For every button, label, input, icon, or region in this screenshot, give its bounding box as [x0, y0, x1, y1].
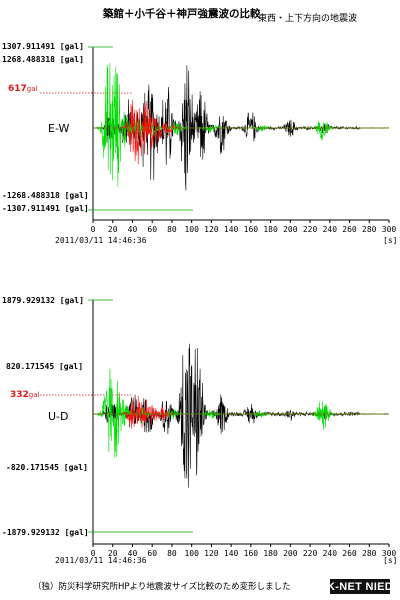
ud-x-tick-label: 100 [184, 549, 199, 558]
ud-ylabel-min: -1879.929132 [gal] [2, 528, 89, 537]
ew-xunit: [s] [383, 236, 398, 245]
ud-start-time: 2011/03/11 14:46:36 [55, 556, 147, 565]
ud-x-tick-label: 140 [224, 549, 239, 558]
ud-x-tick-label: 180 [263, 549, 278, 558]
ew-ylabel-lower: -1268.488318 [gal] [2, 191, 89, 200]
ud-x-tick-label: 60 [147, 549, 157, 558]
ew-x-tick-label: 0 [91, 225, 96, 234]
ud-ylabel-upper: 820.171545 [gal] [6, 362, 84, 371]
ew-x-tick-label: 220 [303, 225, 318, 234]
chart-subtitle: 東西・上下方向の地震波 [258, 14, 358, 24]
knet-nied-logo: K-NET NIED [327, 579, 393, 594]
ud-x-tick-label: 120 [204, 549, 219, 558]
ew-x-tick-label: 60 [147, 225, 157, 234]
ud-x-tick-label: 240 [323, 549, 338, 558]
ud-x-tick-label: 220 [303, 549, 318, 558]
ew-x-tick-label: 260 [342, 225, 357, 234]
ew-x-tick-label: 200 [283, 225, 298, 234]
ew-trace-red [93, 99, 389, 165]
ew-x-tick-label: 80 [167, 225, 177, 234]
ud-ref-label: 332gal [10, 390, 40, 400]
ud-x-tick-label: 80 [167, 549, 177, 558]
chart-title: 築館＋小千谷＋神戸強震波の比較 [103, 8, 261, 20]
ew-x-tick-label: 120 [204, 225, 219, 234]
ew-x-tick-label: 280 [362, 225, 377, 234]
ew-x-tick-label: 300 [382, 225, 397, 234]
ud-xunit: [s] [383, 556, 398, 565]
ew-start-time: 2011/03/11 14:46:36 [55, 236, 147, 245]
ew-component-label: E-W [48, 122, 70, 135]
ew-x-tick-label: 160 [244, 225, 259, 234]
ew-x-tick-label: 180 [263, 225, 278, 234]
ew-trace-green [93, 63, 389, 187]
ud-x-tick-label: 280 [362, 549, 377, 558]
ew-ylabel-min: -1307.911491 [gal] [2, 204, 89, 213]
source-caption: （独）防災科学研究所HPより地震波サイズ比較のため変形しました [33, 582, 291, 592]
ew-x-tick-label: 20 [108, 225, 118, 234]
ud-x-tick-label: 260 [342, 549, 357, 558]
ew-ylabel-max: 1307.911491 [gal] [2, 42, 84, 51]
ew-ref-label: 617gal [8, 84, 38, 94]
ud-x-tick-label: 40 [128, 549, 138, 558]
ud-ylabel-max: 1879.929132 [gal] [2, 296, 84, 305]
ud-component-label: U-D [48, 410, 69, 423]
ew-x-tick-label: 40 [128, 225, 138, 234]
ud-x-tick-label: 300 [382, 549, 397, 558]
ud-ylabel-lower: -820.171545 [gal] [6, 463, 88, 472]
ud-x-tick-label: 20 [108, 549, 118, 558]
ew-x-tick-label: 140 [224, 225, 239, 234]
ud-x-tick-label: 200 [283, 549, 298, 558]
ud-x-tick-label: 160 [244, 549, 259, 558]
ew-ylabel-upper: 1268.488318 [gal] [2, 55, 84, 64]
ew-x-tick-label: 240 [323, 225, 338, 234]
ew-x-tick-label: 100 [184, 225, 199, 234]
ud-x-tick-label: 0 [91, 549, 96, 558]
